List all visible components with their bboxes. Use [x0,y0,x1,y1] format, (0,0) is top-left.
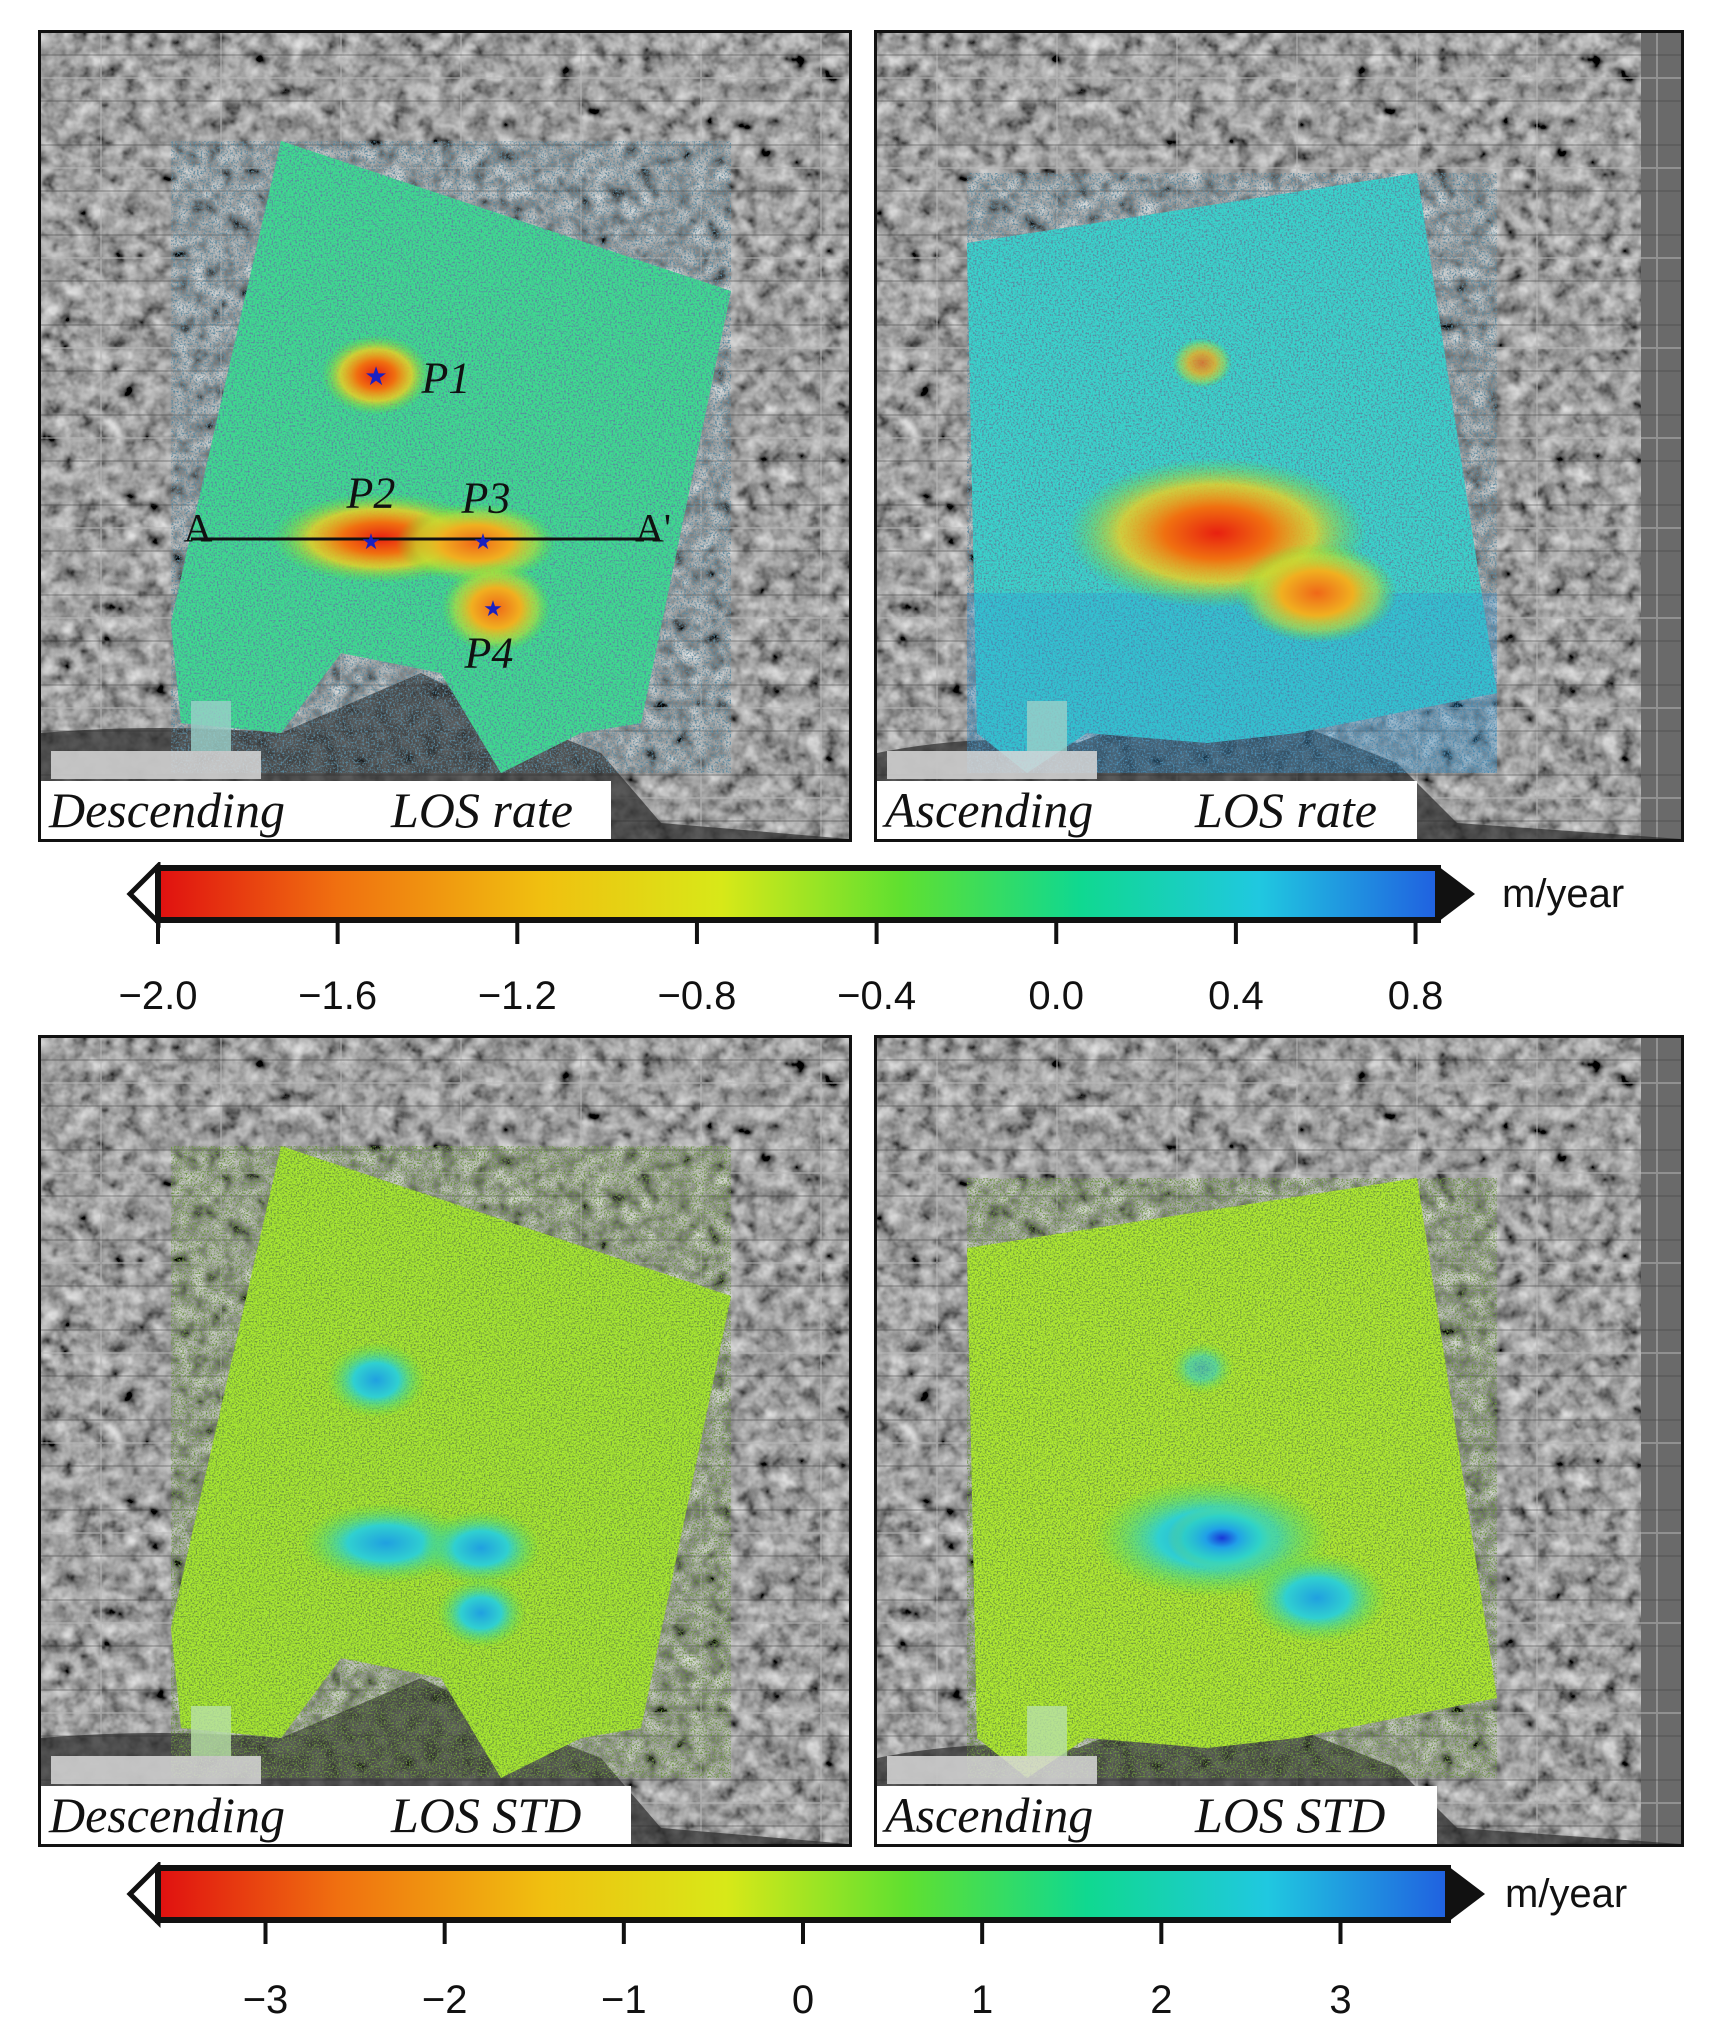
colorbar-tick-label: −2 [421,1978,468,2022]
caption-ascending-rate: Ascending LOS rate [877,781,1417,839]
swath-descending-std [171,1146,731,1778]
caption-quantity: LOS rate [391,782,573,838]
caption-quantity: LOS rate [1195,782,1377,838]
caption-orbit: Descending [49,1787,286,1843]
tennis-courts [887,701,1097,779]
colorbar-std-unit: m/year [1505,1872,1628,1916]
caption-quantity: LOS STD [1195,1787,1386,1843]
caption-orbit: Ascending [885,782,1094,838]
colorbar-tick-label: 0.4 [1208,974,1264,1018]
swath-ascending-std [967,1178,1497,1778]
colorbar-tick-label: 0.8 [1387,974,1444,1018]
colorbar-tick-label: −1.6 [298,974,378,1018]
label-p3: P3 [461,473,511,523]
colorbar-rate-ticks [156,922,1418,944]
swath-ascending-rate [967,173,1497,773]
map-descending-rate: ★ ★ ★ ★ [41,33,849,839]
panel-descending-los-rate: ★ ★ ★ ★ Descending LOS rate P1 P2 P3 P4 … [38,30,852,842]
caption-descending-std: Descending LOS STD [41,1786,631,1844]
colorbar-tick-label: −3 [242,1978,289,2022]
tennis-courts [51,701,261,779]
tennis-courts [887,1706,1097,1784]
swath-descending-rate [171,141,731,773]
panel-ascending-los-std: Ascending LOS STD [874,1035,1684,1847]
colorbar-tick-label: −1 [601,1978,647,2022]
svg-text:★: ★ [483,596,503,621]
caption-descending-rate: Descending LOS rate [41,781,611,839]
panel-ascending-los-rate: Ascending LOS rate [874,30,1684,842]
label-p2: P2 [346,468,396,518]
colorbar-rate: m/year −2.0 −1.6 −1.2 −0.8 −0.4 0.0 0.4 0.8 [0,862,1720,1062]
colorbar-std-graphic [126,1862,1485,1944]
map-ascending-rate [877,33,1681,839]
caption-ascending-std: Ascending LOS STD [877,1786,1437,1844]
colorbar-tick-label: 2 [1150,1978,1173,2022]
label-profile-end: A' [634,505,672,551]
colorbar-tick-label: −0.4 [837,974,917,1018]
colorbar-tick-label: −2.0 [118,974,198,1018]
colorbar-rate-graphic [126,862,1475,944]
colorbar-rate-unit: m/year [1502,872,1625,916]
svg-text:★: ★ [364,361,387,391]
label-p1: P1 [421,353,471,403]
colorbar-std: m/year −3 −2 −1 0 1 2 3 [0,1862,1720,2030]
map-descending-std [41,1038,849,1844]
caption-orbit: Descending [49,782,286,838]
colorbar-tick-label: 0.0 [1028,974,1085,1018]
colorbar-tick-label: 0 [791,1978,815,2022]
tennis-courts [51,1706,261,1784]
panel-descending-los-std: Descending LOS STD [38,1035,852,1847]
colorbar-tick-label: −0.8 [657,974,737,1018]
label-profile-start: A [183,505,213,551]
svg-text:★: ★ [473,529,493,554]
colorbar-tick-label: 1 [971,1978,994,2022]
colorbar-std-ticks [263,1922,1343,1944]
map-ascending-std [877,1038,1681,1844]
caption-quantity: LOS STD [391,1787,582,1843]
point-markers: ★ ★ ★ ★ [361,361,503,621]
colorbar-tick-label: −1.2 [477,974,557,1018]
svg-text:★: ★ [361,529,381,554]
caption-orbit: Ascending [885,1787,1094,1843]
label-p4: P4 [464,628,514,678]
colorbar-tick-label: 3 [1329,1978,1352,2022]
